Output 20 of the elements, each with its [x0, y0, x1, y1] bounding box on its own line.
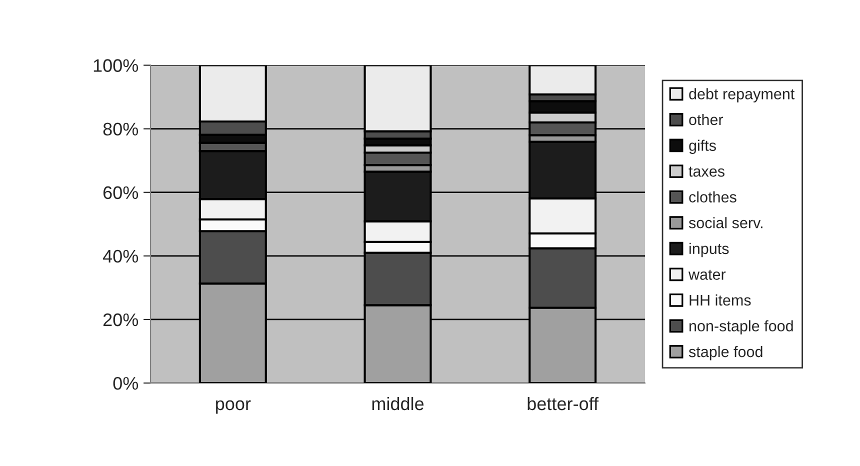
legend-label: social serv. [688, 217, 762, 228]
legend-label: staple food [688, 346, 762, 360]
legend-label: clothes [689, 191, 736, 203]
legend-label: taxes [688, 166, 724, 177]
legend-label: inputs [690, 242, 729, 258]
legend-label: debt repayment [689, 88, 795, 102]
legend-label: non-staple food [690, 320, 793, 334]
legend-label: gifts [689, 140, 716, 154]
y-tick-label: 40% [102, 250, 138, 263]
x-tick-label: middle [372, 396, 424, 410]
legend-label: other [689, 114, 724, 126]
x-tick-label: better-off [528, 396, 599, 410]
legend-label: HH items [690, 294, 751, 306]
y-tick-label: 60% [103, 186, 138, 200]
x-tick-label: poor [216, 400, 251, 414]
y-tick-label: 100% [94, 59, 138, 72]
y-tick-label: 80% [103, 122, 138, 136]
legend-label: water [688, 270, 726, 280]
y-tick-label: 0% [113, 376, 138, 390]
y-tick-label: 20% [103, 313, 138, 326]
